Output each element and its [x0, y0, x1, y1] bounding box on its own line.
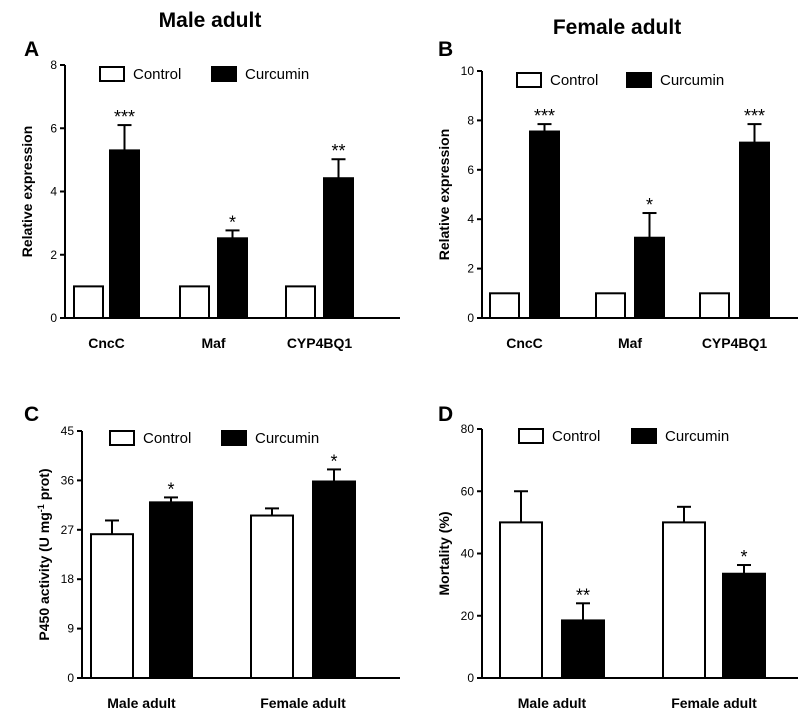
panel-b-significance-label: *** — [744, 106, 765, 126]
panel-b-title: Female adult — [553, 16, 681, 39]
panel-a-legend-label-curcumin: Curcumin — [245, 66, 309, 83]
panel-b-y-tick-label: 0 — [467, 311, 474, 325]
panel-d-y-tick-label: 0 — [467, 671, 474, 685]
panel-b-y-tick-label: 2 — [467, 262, 474, 276]
panel-a-letter: A — [24, 38, 39, 61]
panel-a-significance-label: * — [229, 212, 236, 232]
panel-b-bar-curcumin — [529, 130, 560, 319]
panel-d-significance-label: * — [740, 547, 747, 567]
panel-b-y-tick-label: 10 — [461, 64, 475, 78]
panel-a-bar-curcumin — [109, 149, 140, 319]
panel-a-bar-control — [285, 285, 316, 319]
panel-c-bar-control — [90, 533, 134, 679]
panel-d-significance-label: ** — [576, 585, 590, 605]
panel-a-category-label: CYP4BQ1 — [287, 335, 353, 351]
panel-a-y-axis-label: Relative expression — [19, 126, 35, 258]
panel-b-category-label: Maf — [618, 335, 642, 351]
panel-c-category-label: Female adult — [260, 695, 346, 711]
panel-a-legend-label-control: Control — [133, 66, 181, 83]
panel-d-legend-swatch-curcumin — [631, 428, 657, 444]
panel-a-legend-swatch-curcumin — [211, 66, 237, 82]
panel-c-legend-swatch-curcumin — [221, 430, 247, 446]
panel-d-bar-control — [662, 521, 706, 679]
panel-a-bar-control — [179, 285, 210, 319]
panel-b-legend-label-control: Control — [550, 72, 598, 89]
panel-b-category-label: CYP4BQ1 — [702, 335, 768, 351]
panel-d-y-tick-label: 80 — [461, 422, 475, 436]
panel-a-y-tick-label: 4 — [50, 185, 57, 199]
panel-b-y-axis-label: Relative expression — [436, 129, 452, 261]
panel-b-y-tick-label: 6 — [467, 163, 474, 177]
panel-d-legend-label-control: Control — [552, 428, 600, 445]
panel-b-legend-swatch-control — [516, 72, 542, 88]
panel-d-legend-swatch-control — [518, 428, 544, 444]
panel-b-y-tick-label: 8 — [467, 113, 474, 127]
panel-b-bar-curcumin — [739, 141, 770, 319]
panel-c-y-tick-label: 9 — [67, 622, 74, 636]
panel-a-bar-curcumin — [323, 177, 354, 319]
panel-c-y-tick-label: 18 — [61, 572, 75, 586]
panel-b-y-tick-label: 4 — [467, 212, 474, 226]
panel-c-y-axis-label: P450 activity (U mg-1 prot) — [36, 468, 52, 640]
panel-b-legend-swatch-curcumin — [626, 72, 652, 88]
panel-d-legend-label-curcumin: Curcumin — [665, 428, 729, 445]
panel-d-bar-curcumin — [561, 619, 605, 680]
panel-d-y-tick-label: 20 — [461, 609, 475, 623]
panel-d-category-label: Male adult — [518, 695, 587, 711]
panel-c-y-tick-label: 45 — [61, 424, 75, 438]
panel-b-bar-control — [489, 292, 520, 319]
panel-a-y-tick-label: 8 — [50, 58, 57, 72]
panel-a-title: Male adult — [159, 9, 262, 32]
panel-d-y-tick-label: 40 — [461, 547, 475, 561]
panel-b-female-adult-expression: Female adult B 0 2 4 6 8 10 Relative expressio… — [436, 16, 798, 351]
panel-c-legend-label-control: Control — [143, 430, 191, 447]
panel-c-significance-label: * — [330, 451, 337, 471]
panel-c-legend-swatch-control — [109, 430, 135, 446]
panel-a-y-tick-label: 6 — [50, 121, 57, 135]
panel-a-y-tick-label: 0 — [50, 311, 57, 325]
panel-a-significance-label: ** — [331, 141, 345, 161]
panel-c-y-tick-label: 0 — [67, 671, 74, 685]
panel-c-y-tick-label: 36 — [61, 473, 75, 487]
panel-d-mortality: D 0 20 40 60 80 Mortality (%) ** Male adult * Fem… — [436, 403, 798, 711]
panel-a-category-label: Maf — [201, 335, 225, 351]
panel-c-bar-control — [250, 514, 294, 679]
panel-b-bar-control — [595, 292, 626, 319]
panel-c-category-label: Male adult — [107, 695, 176, 711]
panel-b-significance-label: * — [646, 195, 653, 215]
panel-d-category-label: Female adult — [671, 695, 757, 711]
panel-c-bar-curcumin — [149, 501, 193, 679]
panel-b-category-label: CncC — [506, 335, 543, 351]
panel-a-y-tick-label: 2 — [50, 248, 57, 262]
panel-b-legend-label-curcumin: Curcumin — [660, 72, 724, 89]
panel-a-legend-swatch-control — [99, 66, 125, 82]
panel-b-letter: B — [438, 38, 453, 61]
panel-d-y-axis-label: Mortality (%) — [436, 512, 452, 596]
panel-c-letter: C — [24, 403, 39, 426]
panel-d-y-tick-label: 60 — [461, 484, 475, 498]
panel-b-bar-curcumin — [634, 236, 665, 320]
panel-d-bar-control — [499, 521, 543, 679]
panel-b-bar-control — [699, 292, 730, 319]
panel-a-bar-control — [73, 285, 104, 319]
panel-c-significance-label: * — [167, 479, 174, 499]
panel-c-y-tick-label: 27 — [61, 523, 75, 537]
panel-a-bar-curcumin — [217, 237, 248, 319]
panel-d-bar-curcumin — [722, 572, 766, 680]
panel-c-p450-activity: C 0 9 18 27 36 45 P450 activity (U mg-1 prot) *… — [24, 403, 400, 711]
panel-a-significance-label: *** — [114, 107, 135, 127]
panel-a-category-label: CncC — [88, 335, 125, 351]
panel-c-bar-curcumin — [312, 480, 356, 679]
panel-b-significance-label: *** — [534, 106, 555, 126]
panel-d-letter: D — [438, 403, 453, 426]
panel-c-legend-label-curcumin: Curcumin — [255, 430, 319, 447]
